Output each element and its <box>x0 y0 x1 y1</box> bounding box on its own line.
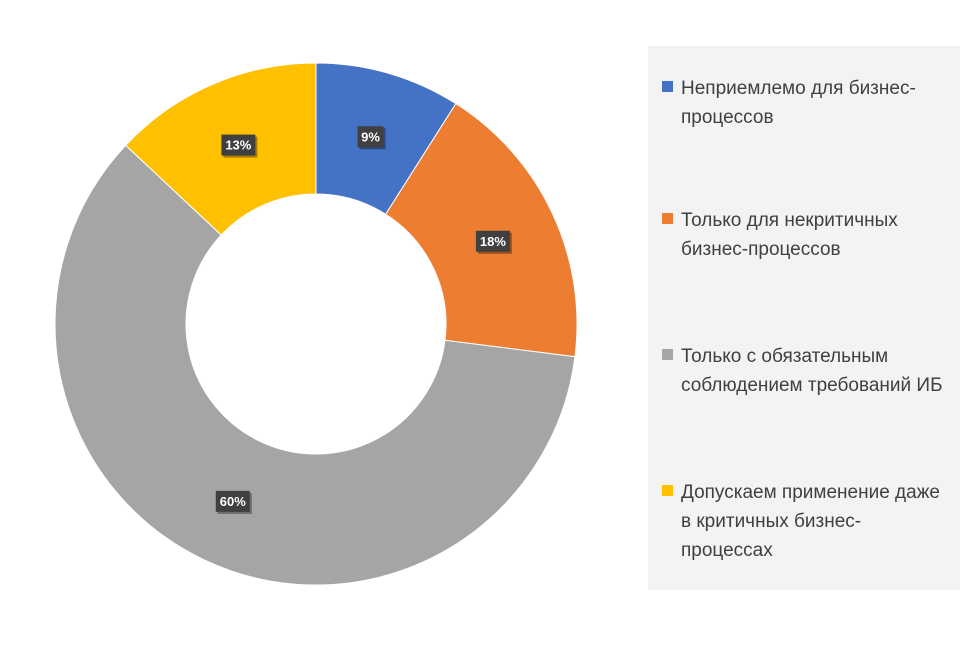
data-label-text: 18% <box>480 234 506 249</box>
slice-3 <box>125 62 317 236</box>
data-label-3: 13% <box>221 134 258 158</box>
legend-swatch-orange <box>662 213 673 224</box>
data-label-box <box>475 230 510 252</box>
data-label-1: 18% <box>475 230 512 254</box>
slices-layer <box>54 62 578 586</box>
data-label-2: 60% <box>215 490 252 514</box>
legend-label: Неприемлемо для бизнес-процессов <box>681 78 916 128</box>
legend-item-security-requirements: Только с обязательным соблюдением требов… <box>662 342 952 400</box>
legend-item-critical-allowed: Допускаем применение даже в критичных би… <box>662 478 952 565</box>
legend-swatch-yellow <box>662 485 673 496</box>
data-labels-layer: 9% 18% 60% 13% <box>215 126 512 514</box>
data-label-text: 60% <box>220 494 246 509</box>
data-label-box <box>221 134 256 156</box>
slice-1 <box>384 102 578 358</box>
data-label-box <box>215 490 250 512</box>
data-label-text: 9% <box>361 129 380 144</box>
data-label-0: 9% <box>357 126 386 150</box>
data-label-box <box>357 126 384 148</box>
legend-swatch-gray <box>662 349 673 360</box>
legend-label: Допускаем применение даже в критичных би… <box>681 482 940 561</box>
slice-2 <box>54 144 576 586</box>
legend: Неприемлемо для бизнес-процессов Только … <box>648 46 960 590</box>
legend-item-unacceptable: Неприемлемо для бизнес-процессов <box>662 74 952 132</box>
legend-label: Только с обязательным соблюдением требов… <box>681 346 943 396</box>
legend-label: Только для некритичных бизнес-процессов <box>681 210 898 260</box>
data-label-text: 13% <box>225 138 251 153</box>
legend-item-noncritical: Только для некритичных бизнес-процессов <box>662 206 952 264</box>
legend-swatch-blue <box>662 81 673 92</box>
